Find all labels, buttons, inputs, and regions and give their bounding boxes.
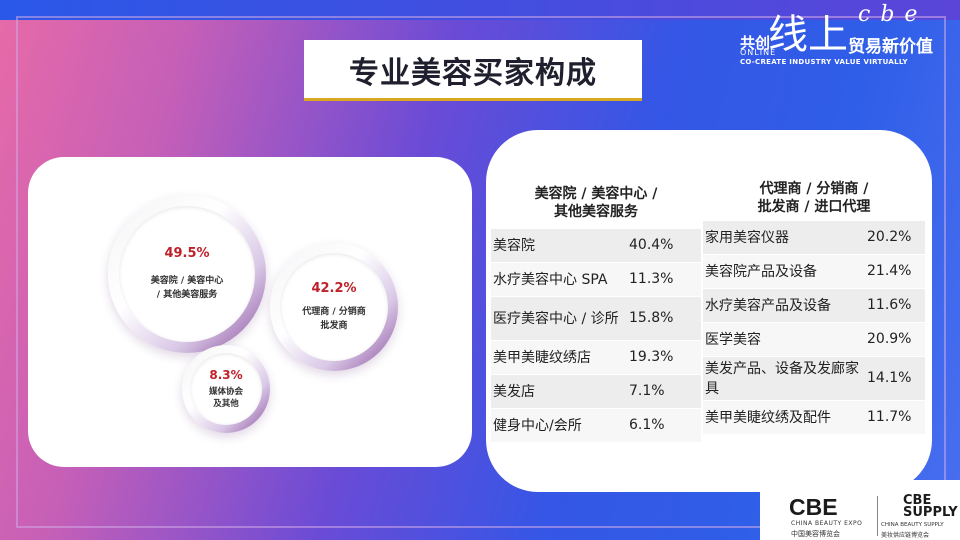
row-label: 水疗美容中心 SPA	[491, 262, 625, 297]
row-label: 美发产品、设备及发廊家具	[703, 356, 863, 401]
top-strip	[0, 0, 960, 20]
ring-beauty-salon-label-1: 美容院 / 美容中心	[150, 276, 224, 287]
expo-logos: CBE CHINA BEAUTY EXPO 中国美容博览会 CBE SUPPLY…	[785, 494, 960, 540]
row-value: 40.4%	[625, 228, 701, 263]
row-value: 14.1%	[863, 356, 925, 401]
cbe-supply-logo: CBE SUPPLY	[903, 493, 958, 521]
ring-beauty-salon-percent: 49.5%	[164, 246, 210, 262]
supply-en: CHINA BEAUTY SUPPLY	[881, 522, 944, 528]
table-row: 水疗美容中心 SPA 11.3%	[491, 262, 701, 297]
table-row: 家用美容仪器 20.2%	[703, 220, 925, 255]
distributor-table: 代理商 / 分销商 / 批发商 / 进口代理 家用美容仪器 20.2% 美容院产…	[703, 178, 925, 435]
supply-logo-line1: CBE	[903, 493, 932, 508]
row-value: 7.1%	[625, 374, 701, 409]
row-value: 20.9%	[863, 322, 925, 357]
logo-gongchuang: 共创	[740, 34, 771, 52]
distributor-header-line1: 代理商 / 分销商 /	[759, 181, 869, 198]
ring-media-inner: 8.3% 媒体协会 及其他	[190, 353, 262, 425]
row-value: 11.6%	[863, 288, 925, 323]
row-label: 医疗美容中心 / 诊所	[491, 296, 625, 341]
table-row: 水疗美容产品及设备 11.6%	[703, 288, 925, 323]
row-value: 11.3%	[625, 262, 701, 297]
row-value: 20.2%	[863, 220, 925, 255]
cbe-expo-en: CHINA BEAUTY EXPO	[791, 520, 863, 527]
ring-distributor-inner: 42.2% 代理商 / 分销商 批发商	[280, 253, 388, 361]
logo-maoyi: 贸易新价值	[848, 37, 933, 57]
row-value: 15.8%	[625, 296, 701, 341]
table-row: 美甲美睫纹绣店 19.3%	[491, 340, 701, 375]
ring-media-label-2: 及其他	[213, 399, 239, 409]
ring-media-percent: 8.3%	[209, 367, 243, 382]
row-value: 11.7%	[863, 400, 925, 435]
ring-distributor-label-2: 批发商	[320, 320, 348, 331]
supply-logo-line2: SUPPLY	[903, 505, 958, 521]
ring-beauty-salon-label-2: / 其他美容服务	[156, 289, 218, 300]
table-row: 美容院 40.4%	[491, 228, 701, 263]
online-trade-logo: 共创 ONLINE 线上 cbe 贸易新价值 CO-CREATE INDUSTR…	[740, 2, 955, 68]
cbe-expo-cn: 中国美容博览会	[791, 530, 840, 538]
ring-media: 8.3% 媒体协会 及其他	[182, 345, 270, 433]
row-label: 美容院	[491, 228, 625, 263]
row-label: 美甲美睫纹绣及配件	[703, 400, 863, 435]
row-label: 健身中心/会所	[491, 408, 625, 443]
cbe-logo: CBE	[789, 494, 838, 520]
ring-beauty-salon-inner: 49.5% 美容院 / 美容中心 / 其他美容服务	[119, 206, 255, 342]
frame-line	[16, 16, 946, 528]
title-box: 专业美容买家构成	[304, 40, 642, 100]
row-label: 美发店	[491, 374, 625, 409]
ring-distributor-percent: 42.2%	[311, 281, 357, 297]
buyer-circles-panel: 49.5% 美容院 / 美容中心 / 其他美容服务 42.2% 代理商 / 分销…	[28, 157, 472, 467]
distributor-table-header: 代理商 / 分销商 / 批发商 / 进口代理	[703, 178, 925, 221]
row-value: 19.3%	[625, 340, 701, 375]
row-label: 家用美容仪器	[703, 220, 863, 255]
title-underline	[304, 98, 642, 101]
row-label: 美容院产品及设备	[703, 254, 863, 289]
ring-media-label-1: 媒体协会	[208, 386, 243, 397]
beauty-salon-header-line2: 其他美容服务	[554, 203, 638, 220]
beauty-salon-header-line1: 美容院 / 美容中心 /	[534, 186, 658, 203]
logo-cbe-letters: cbe	[858, 2, 928, 27]
ring-distributor-label-1: 代理商 / 分销商	[302, 307, 366, 318]
ring-distributor: 42.2% 代理商 / 分销商 批发商	[270, 243, 398, 371]
row-label: 美甲美睫纹绣店	[491, 340, 625, 375]
ring-beauty-salon: 49.5% 美容院 / 美容中心 / 其他美容服务	[108, 195, 266, 353]
row-label: 医学美容	[703, 322, 863, 357]
table-row: 美甲美睫纹绣及配件 11.7%	[703, 400, 925, 435]
table-row: 美容院产品及设备 21.4%	[703, 254, 925, 289]
beauty-salon-table-header: 美容院 / 美容中心 / 其他美容服务	[491, 180, 701, 229]
row-value: 21.4%	[863, 254, 925, 289]
logo-online: ONLINE	[740, 48, 777, 57]
table-row: 医疗美容中心 / 诊所 15.8%	[491, 296, 701, 341]
logo-slogan: CO-CREATE INDUSTRY VALUE VIRTUALLY	[740, 58, 908, 66]
table-row: 美发店 7.1%	[491, 374, 701, 409]
logo-xianshang: 线上	[768, 12, 848, 58]
beauty-salon-table: 美容院 / 美容中心 / 其他美容服务 美容院 40.4% 水疗美容中心 SPA…	[491, 180, 701, 443]
logo-separator	[877, 496, 878, 536]
table-row: 医学美容 20.9%	[703, 322, 925, 357]
row-value: 6.1%	[625, 408, 701, 443]
table-row: 健身中心/会所 6.1%	[491, 408, 701, 443]
table-row: 美发产品、设备及发廊家具 14.1%	[703, 356, 925, 401]
page-title: 专业美容买家构成	[349, 56, 597, 91]
row-label: 水疗美容产品及设备	[703, 288, 863, 323]
supply-cn: 美妆供应链博览会	[881, 532, 930, 539]
distributor-header-line2: 批发商 / 进口代理	[757, 198, 871, 215]
